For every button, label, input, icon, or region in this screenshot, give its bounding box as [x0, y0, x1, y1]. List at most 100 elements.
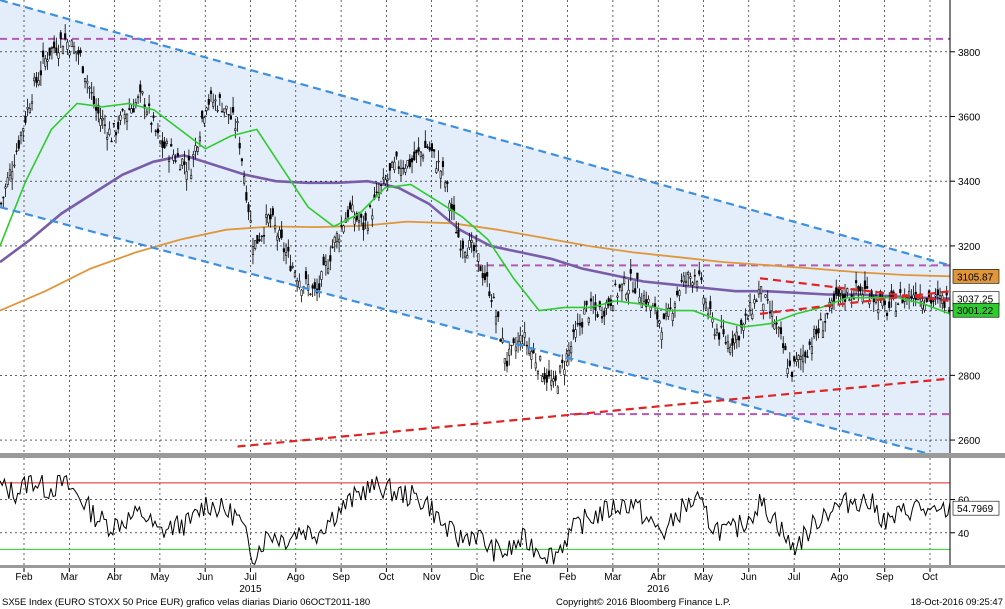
candle-body	[28, 107, 31, 114]
candle-body	[894, 310, 897, 317]
candle-body	[720, 325, 723, 328]
candle-body	[541, 376, 544, 382]
candle-body	[908, 290, 911, 299]
candle-body	[448, 202, 451, 212]
candle-body	[678, 290, 681, 296]
candle-body	[768, 311, 772, 314]
candle-body	[145, 111, 148, 115]
candle-body	[459, 248, 462, 251]
red-trendline	[759, 277, 950, 303]
candle-body	[125, 113, 129, 122]
candle-body	[128, 108, 131, 110]
candle-body	[110, 140, 113, 143]
candle-body	[137, 96, 140, 98]
candle-body	[167, 158, 171, 162]
red-trendline	[237, 377, 950, 448]
candle-body	[163, 141, 166, 149]
candle-body	[550, 380, 553, 386]
candle-body	[722, 329, 725, 335]
candle-body	[267, 214, 270, 224]
x-tick-label: Mar	[61, 572, 79, 583]
candle-body	[81, 66, 84, 74]
candle-body	[406, 160, 409, 167]
candle-body	[331, 246, 334, 249]
candle-body	[470, 240, 473, 243]
candle-body	[165, 140, 168, 144]
candle-body	[715, 328, 718, 334]
candle-body	[417, 147, 420, 152]
candle-body	[413, 151, 416, 161]
candle-body	[645, 299, 648, 307]
candle-body	[289, 265, 292, 271]
candle-body	[83, 78, 87, 82]
x-tick-label: Sep	[332, 572, 350, 583]
candle-body	[209, 90, 213, 94]
candle-body	[198, 136, 202, 142]
candle-body	[130, 108, 133, 114]
candle-body	[304, 271, 308, 280]
candle-body	[371, 215, 374, 220]
candle-body	[254, 240, 257, 249]
candle-body	[729, 346, 732, 354]
candle-body	[229, 115, 232, 120]
candle-body	[273, 225, 277, 230]
candle-body	[625, 293, 628, 300]
candle-body	[391, 161, 394, 168]
candle-body	[556, 386, 559, 394]
candle-body	[669, 307, 672, 309]
candle-body	[108, 128, 111, 135]
candle-body	[444, 182, 447, 188]
candle-body	[656, 311, 659, 320]
candle-body	[393, 161, 396, 171]
candle-body	[234, 128, 237, 131]
x-tick-label: Ago	[287, 572, 305, 583]
candle-body	[793, 356, 796, 362]
candle-body	[545, 374, 548, 383]
candle-body	[260, 235, 263, 238]
candle-body	[103, 124, 107, 127]
candle-body	[600, 316, 604, 319]
candle-body	[276, 235, 279, 241]
x-tick-label: Dic	[470, 572, 484, 583]
candle-body	[574, 329, 577, 338]
candle-body	[13, 164, 16, 167]
candle-body	[285, 252, 288, 257]
candle-body	[492, 296, 495, 299]
candle-body	[921, 300, 924, 309]
candle-body	[338, 238, 341, 243]
candle-body	[296, 280, 299, 287]
x-tick-label: Ene	[513, 572, 531, 583]
candle-body	[859, 286, 862, 292]
candle-body	[724, 342, 727, 344]
x-tick-label: Abr	[107, 572, 123, 583]
candle-body	[947, 310, 950, 312]
candle-body	[888, 301, 891, 309]
candle-body	[346, 209, 350, 218]
candle-body	[764, 294, 767, 298]
candle-body	[114, 132, 118, 136]
candle-body	[132, 108, 135, 113]
candle-body	[508, 348, 511, 356]
candle-body	[218, 94, 221, 98]
footer-source: SX5E Index (EURO STOXX 50 Price EUR) gra…	[2, 597, 370, 608]
candle-body	[324, 261, 327, 266]
candle-body	[26, 107, 29, 110]
candle-body	[271, 208, 274, 216]
candle-body	[227, 114, 230, 116]
candle-body	[581, 321, 584, 328]
x-tick-label: May	[150, 572, 169, 583]
candle-body	[19, 132, 23, 136]
x-tick-label: Jul	[244, 572, 257, 583]
candle-body	[433, 149, 436, 152]
value-label-text: 3105.87	[957, 272, 994, 283]
sma50-line	[0, 102, 950, 328]
candle-body	[572, 329, 575, 332]
candle-body	[313, 282, 316, 289]
candle-body	[386, 178, 389, 181]
candle-body	[751, 313, 754, 320]
candle-body	[450, 204, 453, 210]
candle-body	[514, 346, 517, 352]
candle-body	[380, 184, 383, 187]
candle-body	[214, 99, 217, 102]
